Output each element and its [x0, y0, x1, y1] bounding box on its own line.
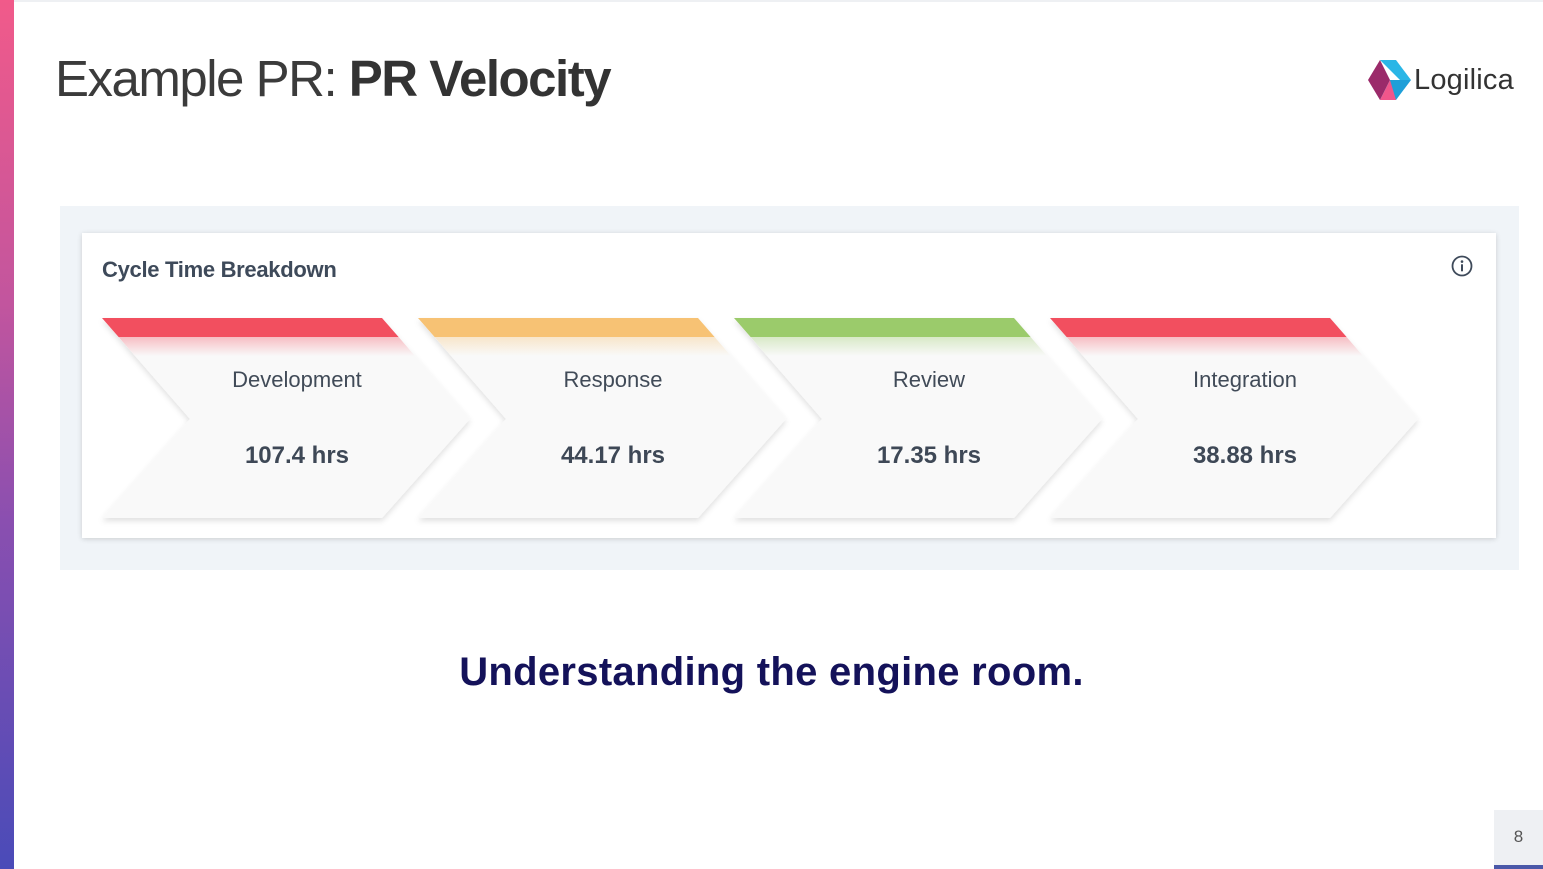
logilica-logo: Logilica	[1366, 58, 1514, 102]
slide-title-prefix: Example PR:	[55, 50, 349, 107]
stage-development: Development 107.4 hrs	[102, 318, 472, 520]
accent-stripe	[0, 0, 14, 869]
stage-value: 38.88 hrs	[1192, 442, 1298, 469]
page-number: 8	[1513, 827, 1524, 846]
logo-text: Logilica	[1414, 63, 1514, 96]
stage-chevron-integration	[1050, 318, 1418, 518]
stage-response: Response 44.17 hrs	[418, 318, 788, 520]
stage-label: Review	[892, 367, 966, 392]
logilica-logo-icon	[1368, 60, 1411, 100]
stage-chevron-review	[734, 318, 1102, 518]
stage-color-bar	[1050, 318, 1347, 337]
stage-label: Response	[563, 367, 663, 392]
stage-integration: Integration 38.88 hrs	[1050, 318, 1420, 520]
slide-title: Example PR: PR Velocity	[55, 48, 612, 110]
top-divider	[14, 0, 1543, 2]
stage-color-bar	[102, 318, 399, 337]
slide-title-bold: PR Velocity	[348, 50, 612, 107]
slide-tagline: Understanding the engine room.	[459, 650, 1084, 694]
stage-color-bar	[418, 318, 715, 337]
stage-value: 107.4 hrs	[244, 442, 350, 469]
stage-review: Review 17.35 hrs	[734, 318, 1104, 520]
stage-label: Integration	[1193, 367, 1297, 392]
widget-title: Cycle Time Breakdown	[102, 257, 337, 282]
stage-color-bar	[734, 318, 1031, 337]
stage-label: Development	[232, 367, 362, 392]
info-circle-icon[interactable]	[1450, 254, 1474, 278]
cycle-stages: Development 107.4 hrs Response 44.17 hrs Rev…	[82, 233, 1496, 538]
stage-value: 17.35 hrs	[876, 442, 982, 469]
stage-value: 44.17 hrs	[560, 442, 666, 469]
page-number-box: 8	[1494, 810, 1543, 865]
stage-chevron-development	[102, 318, 470, 518]
stage-chevron-response	[418, 318, 786, 518]
cycle-time-card: Cycle Time Breakdown Development 107.4 hr…	[82, 233, 1496, 538]
page-number-bar	[1494, 865, 1543, 869]
